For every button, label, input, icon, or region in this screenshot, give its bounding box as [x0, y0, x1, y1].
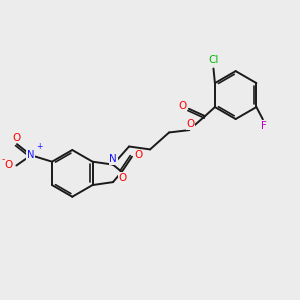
Text: N: N: [27, 150, 34, 160]
Text: O: O: [178, 101, 187, 111]
Text: N: N: [110, 154, 117, 164]
Text: F: F: [261, 121, 267, 131]
Text: O: O: [187, 119, 195, 129]
Text: +: +: [36, 142, 43, 151]
Text: O: O: [12, 133, 20, 143]
Text: O: O: [134, 150, 142, 160]
Text: O: O: [118, 173, 126, 183]
Text: Cl: Cl: [208, 55, 219, 65]
Text: O: O: [4, 160, 12, 170]
Text: -: -: [1, 155, 4, 164]
